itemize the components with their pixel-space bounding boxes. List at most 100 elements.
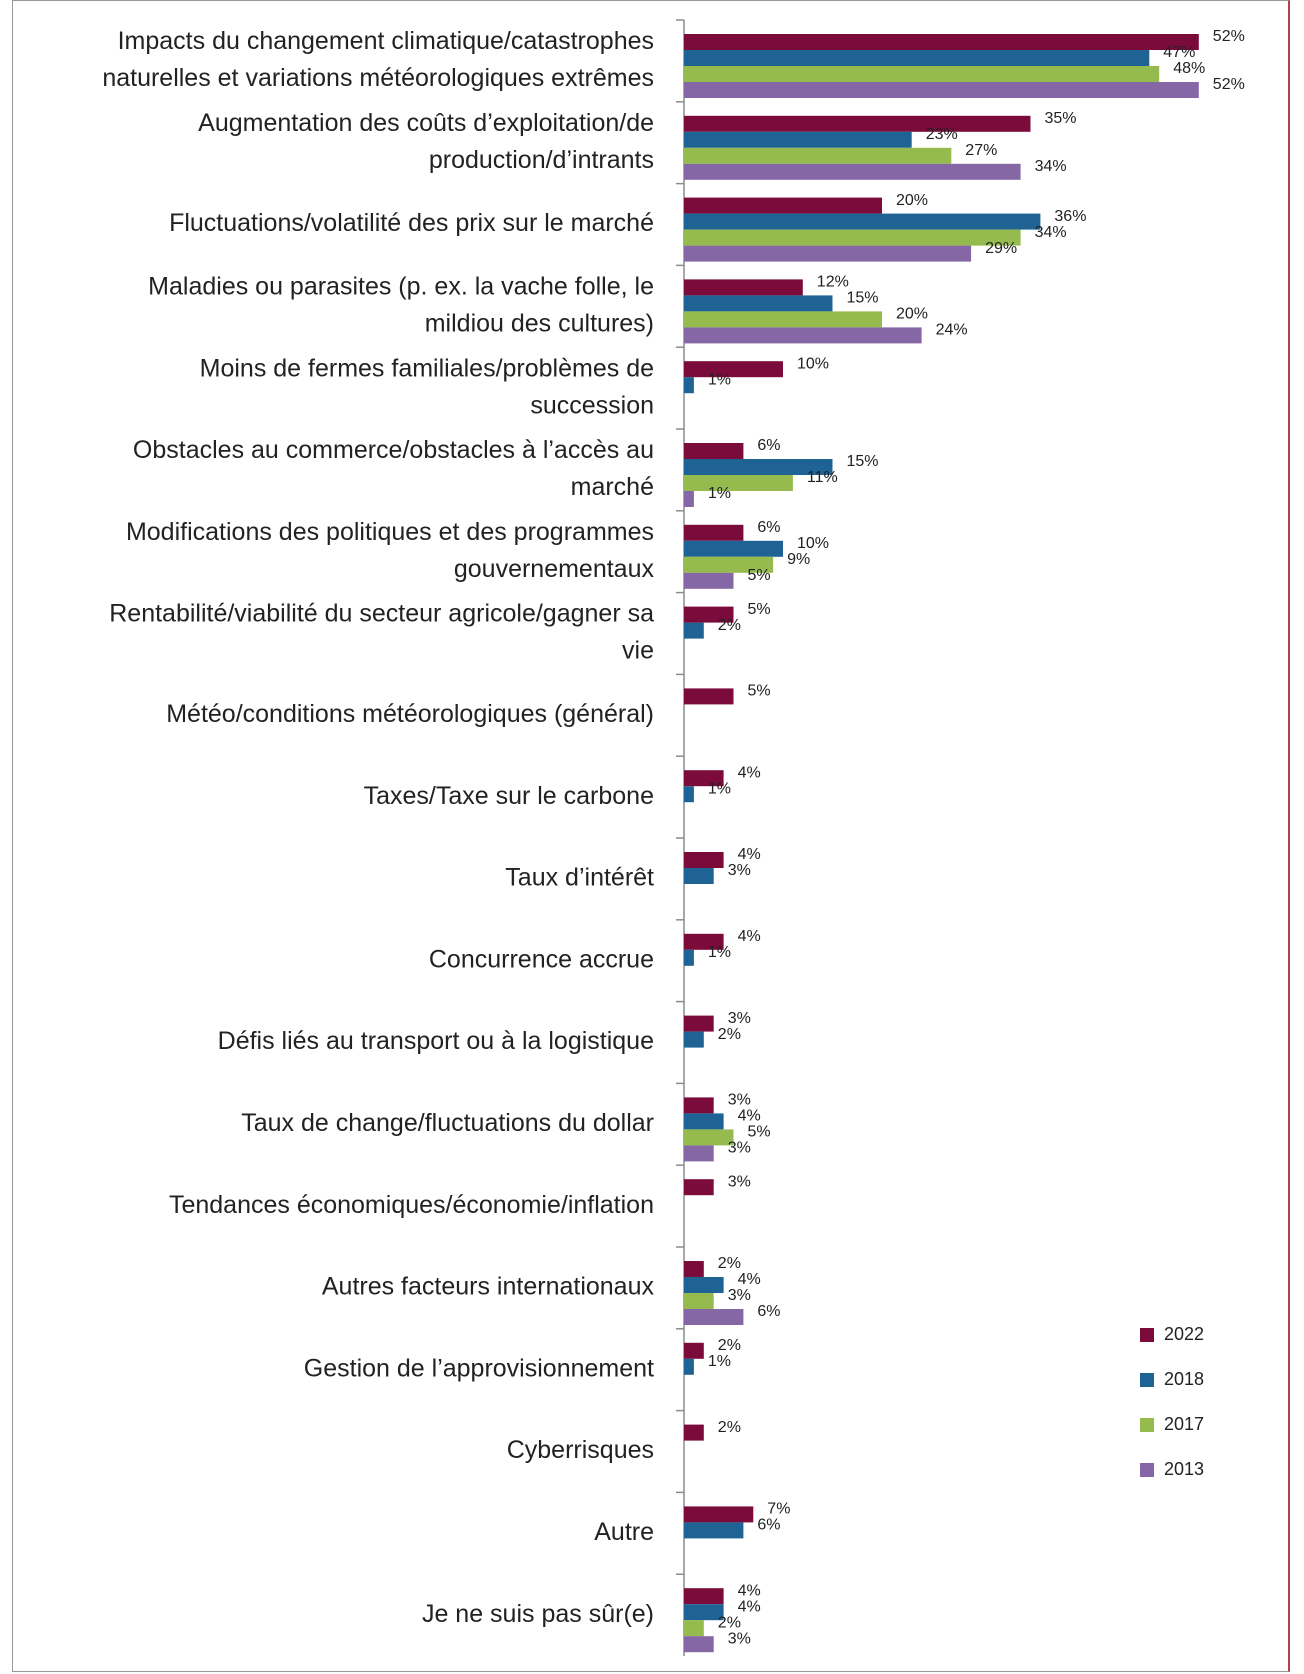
- bar-2018: [684, 868, 714, 884]
- data-label-2013: 24%: [936, 322, 968, 339]
- bar-2018: [684, 1604, 724, 1621]
- category-label: Obstacles au commerce/obstacles à l’accè…: [133, 436, 654, 464]
- bar-2022: [684, 1506, 754, 1523]
- data-label-2017: 34%: [1035, 224, 1067, 241]
- bar-2017: [684, 475, 793, 491]
- bar-2017: [684, 66, 1160, 82]
- bar-2022: [684, 115, 1031, 132]
- bar-2018: [684, 213, 1041, 230]
- category-label: Fluctuations/volatilité des prix sur le …: [169, 209, 654, 237]
- bar-2022: [684, 1261, 704, 1277]
- data-label-2017: 2%: [718, 1614, 741, 1631]
- data-label-2018: 1%: [708, 780, 731, 797]
- bar-2018: [684, 786, 694, 803]
- category-label: naturelles et variations météorologiques…: [102, 64, 654, 92]
- bar-2018: [684, 50, 1150, 66]
- category-label: Augmentation des coûts d’exploitation/de: [198, 109, 654, 137]
- data-label-2022: 2%: [718, 1337, 741, 1354]
- data-label-2017: 9%: [787, 551, 810, 568]
- category-label: Cyberrisques: [507, 1436, 654, 1464]
- bar-2022: [684, 852, 724, 868]
- bar-2018: [684, 295, 833, 312]
- bar-2013: [684, 82, 1199, 98]
- data-label-2018: 4%: [738, 1271, 761, 1288]
- data-label-2018: 4%: [738, 1108, 761, 1125]
- data-label-2018: 15%: [847, 453, 879, 470]
- bar-2018: [684, 1031, 704, 1048]
- data-label-2022: 6%: [757, 437, 780, 454]
- category-label: Concurrence accrue: [429, 945, 654, 973]
- bar-2013: [684, 163, 1021, 180]
- data-label-2013: 34%: [1035, 158, 1067, 175]
- data-label-2022: 3%: [728, 1173, 751, 1190]
- bar-2022: [684, 1424, 704, 1441]
- bar-2013: [684, 327, 922, 344]
- bar-2018: [684, 131, 912, 148]
- bar-2013: [684, 1309, 744, 1325]
- data-label-2018: 6%: [757, 1517, 780, 1534]
- bar-2018: [684, 949, 694, 966]
- bar-2017: [684, 229, 1021, 246]
- data-label-2017: 27%: [965, 142, 997, 159]
- data-label-2022: 10%: [797, 355, 829, 372]
- data-label-2022: 2%: [718, 1255, 741, 1272]
- data-label-2013: 29%: [985, 240, 1017, 257]
- category-label: vie: [622, 637, 654, 665]
- data-label-2022: 12%: [817, 274, 849, 291]
- data-label-2022: 3%: [728, 1010, 751, 1027]
- legend-swatch-2018: [1140, 1373, 1154, 1387]
- category-label: Taxes/Taxe sur le carbone: [364, 782, 654, 810]
- category-label: Modifications des politiques et des prog…: [126, 518, 654, 546]
- data-label-2013: 5%: [748, 567, 771, 584]
- data-label-2017: 3%: [728, 1287, 751, 1304]
- bar-2022: [684, 688, 734, 705]
- legend-swatch-2022: [1140, 1328, 1154, 1342]
- category-label: Impacts du changement climatique/catastr…: [118, 27, 654, 55]
- data-label-2022: 4%: [738, 764, 761, 781]
- data-label-2018: 23%: [926, 126, 958, 143]
- category-label: production/d’intrants: [429, 146, 654, 174]
- bar-2018: [684, 459, 833, 475]
- bar-2017: [684, 311, 882, 328]
- data-label-2022: 3%: [728, 1092, 751, 1109]
- data-label-2018: 15%: [847, 290, 879, 307]
- bar-2022: [684, 1588, 724, 1605]
- bar-2018: [684, 377, 694, 394]
- bar-2018: [684, 1358, 694, 1375]
- chart-frame: [12, 0, 1290, 1672]
- bar-2022: [684, 34, 1199, 50]
- bar-2013: [684, 572, 734, 589]
- data-label-2022: 4%: [738, 928, 761, 945]
- data-label-2018: 36%: [1054, 208, 1086, 225]
- data-label-2018: 3%: [728, 862, 751, 879]
- bar-2013: [684, 1145, 714, 1162]
- data-label-2022: 4%: [738, 846, 761, 863]
- category-label: Taux d’intérêt: [505, 864, 654, 892]
- category-label: mildiou des cultures): [425, 310, 654, 338]
- category-label: Tendances économiques/économie/inflation: [169, 1191, 654, 1219]
- legend-label-2017: 2017: [1164, 1414, 1204, 1434]
- data-label-2022: 7%: [767, 1501, 790, 1518]
- bar-2017: [684, 1293, 714, 1309]
- bar-2018: [684, 1277, 724, 1293]
- category-label: Rentabilité/viabilité du secteur agricol…: [109, 600, 654, 628]
- legend-label-2013: 2013: [1164, 1459, 1204, 1479]
- category-label: Gestion de l’approvisionnement: [304, 1354, 654, 1382]
- bar-2017: [684, 147, 952, 164]
- bar-2017: [684, 556, 774, 573]
- category-label: Météo/conditions météorologiques (généra…: [166, 700, 654, 728]
- bar-2017: [684, 1620, 704, 1637]
- data-label-2017: 5%: [748, 1124, 771, 1141]
- bar-2022: [684, 524, 744, 541]
- data-label-2018: 2%: [718, 1026, 741, 1043]
- category-label: succession: [530, 391, 654, 419]
- bar-2013: [684, 245, 972, 262]
- bar-2022: [684, 279, 803, 296]
- legend-label-2018: 2018: [1164, 1369, 1204, 1389]
- data-label-2022: 6%: [757, 519, 780, 536]
- data-label-2018: 4%: [738, 1598, 761, 1615]
- bar-2022: [684, 1342, 704, 1359]
- data-label-2018: 10%: [797, 535, 829, 552]
- data-label-2022: 2%: [718, 1419, 741, 1436]
